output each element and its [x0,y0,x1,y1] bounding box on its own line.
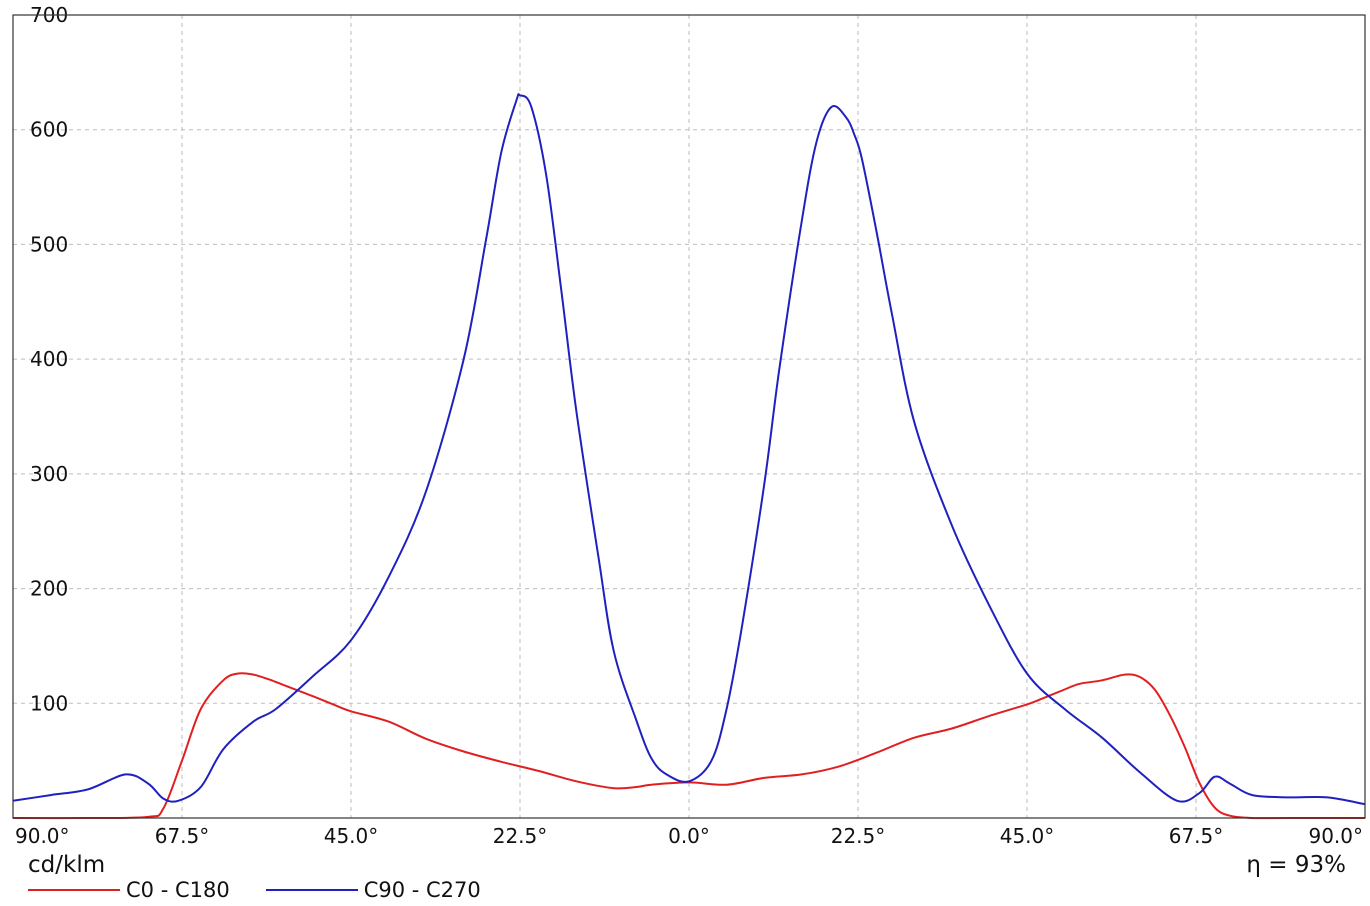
legend-swatch-c0-c180 [28,889,120,891]
legend-item-c90-c270: C90 - C270 [265,878,481,902]
legend-swatch-c90-c270 [265,889,358,891]
x-tick-label: 67.5° [155,824,210,848]
y-tick-label: 100 [30,691,68,715]
series-line-c90-c270 [12,93,1366,806]
plot-frame [12,14,1366,819]
x-tick-label: 22.5° [493,824,548,848]
legend-label-c0-c180: C0 - C180 [126,878,230,902]
y-tick-label: 300 [30,462,68,486]
x-tick-label: 45.0° [324,824,379,848]
x-tick-label: 22.5° [831,824,886,848]
x-tick-label: 90.0° [15,824,70,848]
y-tick-label: 600 [30,118,68,142]
efficiency-label: η = 93% [1246,852,1346,878]
unit-label: cd/klm [28,852,106,878]
y-tick-label: 500 [30,232,68,256]
legend: C0 - C180 C90 - C270 [28,878,481,902]
legend-item-c0-c180: C0 - C180 [28,878,230,902]
series-line-c0-c180 [12,672,1365,820]
legend-label-c90-c270: C90 - C270 [363,878,481,902]
grid [13,14,1365,818]
x-tick-labels: 90.0° 67.5° 45.0° 22.5° 0.0° 22.5° 45.0° 67.5° 9… [15,824,1363,848]
series-layer [12,93,1366,820]
x-tick-label: 90.0° [1308,824,1363,848]
x-tick-label: 45.0° [1000,824,1055,848]
x-tick-label: 0.0° [668,824,710,848]
y-tick-label: 200 [30,577,68,601]
x-tick-label: 67.5° [1169,824,1224,848]
y-tick-label: 400 [30,347,68,371]
